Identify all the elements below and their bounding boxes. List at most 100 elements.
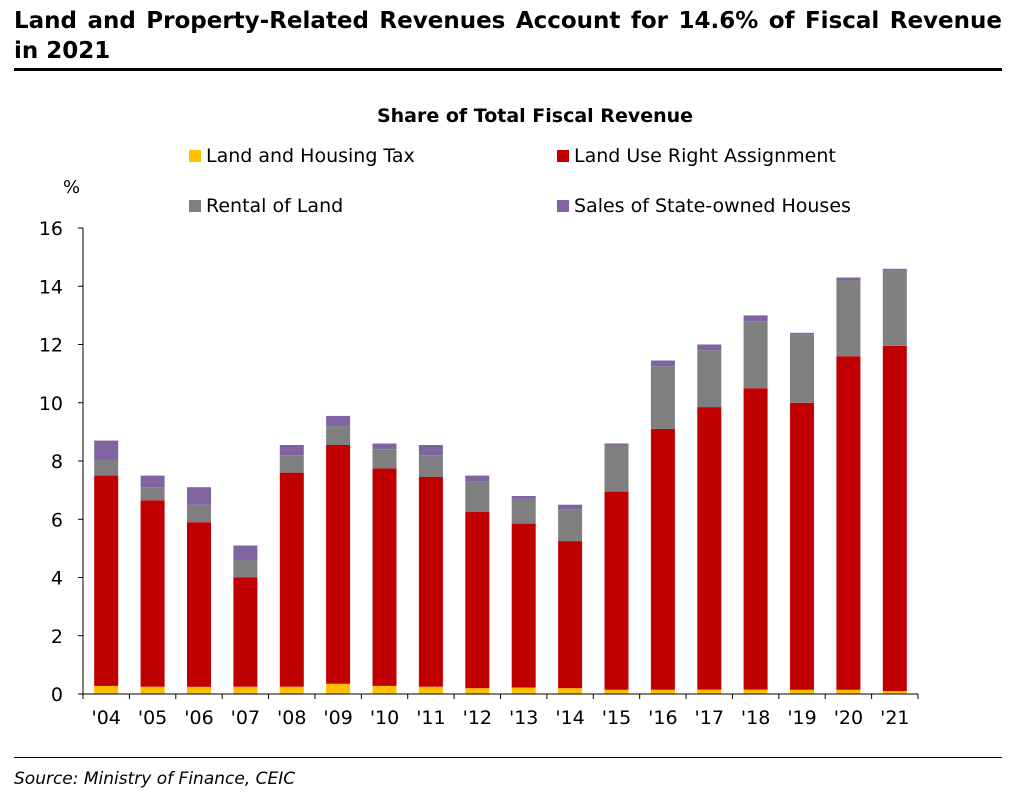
legend-swatch xyxy=(189,150,201,162)
bar-segment xyxy=(140,487,165,501)
bar-segment xyxy=(233,545,258,561)
footer-divider xyxy=(14,757,1002,758)
bar-segment xyxy=(558,688,583,694)
bar-segment xyxy=(418,477,443,687)
legend-label: Land Use Right Assignment xyxy=(574,145,836,167)
bar-segment xyxy=(140,475,165,488)
source-note: Source: Ministry of Finance, CEIC xyxy=(14,769,296,789)
bar-segment xyxy=(836,277,861,281)
bar-segment xyxy=(650,366,675,429)
bar-segment xyxy=(372,685,397,694)
bar-segment xyxy=(882,270,907,346)
bar-segment xyxy=(94,459,119,476)
bar-segment xyxy=(743,689,768,694)
x-tick-label: '16 xyxy=(648,707,677,729)
bar-segment xyxy=(882,268,907,271)
bar-segment xyxy=(604,445,629,492)
bar-segment xyxy=(326,683,351,694)
x-tick-label: '08 xyxy=(277,707,306,729)
bar-segment xyxy=(558,504,583,510)
x-tick-label: '14 xyxy=(555,707,584,729)
legend-label: Land and Housing Tax xyxy=(206,145,415,167)
bar-segment xyxy=(604,689,629,694)
x-tick-label: '09 xyxy=(323,707,352,729)
title-divider xyxy=(14,68,1002,71)
bar-segment xyxy=(187,504,211,523)
x-tick-label: '18 xyxy=(741,707,770,729)
y-tick-label: 10 xyxy=(39,393,63,415)
bar-segment xyxy=(650,429,675,690)
y-tick-label: 6 xyxy=(51,509,63,531)
bar-segment xyxy=(326,445,351,684)
bar-segment xyxy=(94,685,119,694)
bar-segment xyxy=(882,691,907,694)
bar-segment xyxy=(790,402,814,690)
bar-segment xyxy=(187,487,211,505)
x-tick-label: '06 xyxy=(184,707,213,729)
bar-segment xyxy=(372,443,397,450)
page-title: Land and Property-Related Revenues Accou… xyxy=(14,8,1002,64)
y-tick-label: 16 xyxy=(39,218,63,240)
bar-segment xyxy=(187,686,211,694)
bar-segment xyxy=(94,475,119,686)
y-tick-label: 2 xyxy=(51,626,63,648)
bar-segment xyxy=(418,455,443,477)
y-tick-label: 8 xyxy=(51,451,63,473)
legend-label: Sales of State-owned Houses xyxy=(574,195,851,217)
bar-segment xyxy=(140,686,165,694)
x-tick-label: '17 xyxy=(695,707,724,729)
bar-segment xyxy=(790,689,814,694)
x-tick-label: '20 xyxy=(834,707,863,729)
bar-segment xyxy=(326,426,351,445)
bar-segment xyxy=(836,280,861,357)
legend-label: Rental of Land xyxy=(206,195,343,217)
bar-segment xyxy=(697,407,722,690)
bar-segment xyxy=(279,455,304,473)
bar-segment xyxy=(279,445,304,456)
y-tick-label: 4 xyxy=(51,568,63,590)
bar-segment xyxy=(511,687,536,694)
chart-title: Share of Total Fiscal Revenue xyxy=(377,105,693,127)
bar-segment xyxy=(511,498,536,524)
bar-segment xyxy=(836,356,861,690)
bar-segment xyxy=(372,449,397,469)
bar-segment xyxy=(465,481,490,512)
bar-segment xyxy=(187,522,211,687)
x-tick-label: '07 xyxy=(231,707,260,729)
bar-segment xyxy=(94,440,119,460)
bar-segment xyxy=(743,321,768,389)
bar-segment xyxy=(650,689,675,694)
bar-segment xyxy=(790,332,814,335)
x-tick-label: '21 xyxy=(880,707,909,729)
bar-segment xyxy=(140,500,165,687)
x-tick-label: '12 xyxy=(463,707,492,729)
bar-segment xyxy=(836,689,861,694)
bar-segment xyxy=(558,509,583,542)
y-axis-unit-label: % xyxy=(63,177,80,198)
y-tick-label: 0 xyxy=(51,684,63,706)
bar-segment xyxy=(372,468,397,686)
bar-segment xyxy=(743,315,768,322)
legend-swatch xyxy=(189,200,201,212)
x-tick-label: '19 xyxy=(787,707,816,729)
x-tick-label: '15 xyxy=(602,707,631,729)
legend-swatch xyxy=(557,200,569,212)
bar-segment xyxy=(465,475,490,482)
bars-group xyxy=(94,268,907,694)
bar-segment xyxy=(697,689,722,694)
bar-segment xyxy=(511,496,536,499)
x-tick-label: '04 xyxy=(91,707,120,729)
x-tick-label: '11 xyxy=(416,707,445,729)
bar-segment xyxy=(743,388,768,690)
bar-segment xyxy=(790,334,814,403)
bar-segment xyxy=(697,350,722,408)
x-tick-label: '05 xyxy=(138,707,167,729)
bar-segment xyxy=(418,686,443,694)
bar-segment xyxy=(465,688,490,694)
bar-segment xyxy=(650,360,675,367)
bar-segment xyxy=(233,577,258,687)
bar-segment xyxy=(233,686,258,694)
bar-segment xyxy=(604,491,629,690)
y-tick-label: 12 xyxy=(39,335,63,357)
